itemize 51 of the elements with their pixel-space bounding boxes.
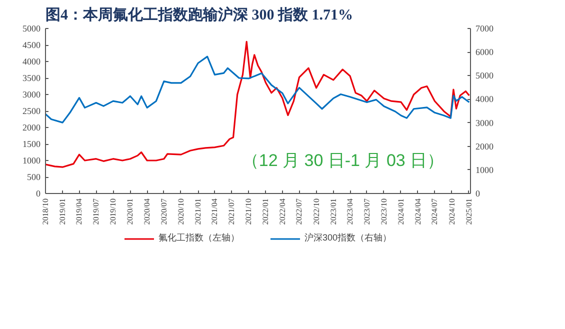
y-tick-label: 0 <box>36 188 41 198</box>
x-tick-label: 2019/07 <box>92 198 101 225</box>
y-tick-label: 3000 <box>22 90 41 100</box>
x-tick-label: 2022/01 <box>261 198 270 225</box>
y-tick-label: 3500 <box>22 73 41 83</box>
x-tick-label: 2021/10 <box>244 198 254 225</box>
y2-tick-label: 3000 <box>476 118 494 128</box>
y2-tick-label: 7000 <box>476 24 494 34</box>
y2-tick-label: 2000 <box>476 141 494 152</box>
x-tick-label: 2022/07 <box>294 198 304 225</box>
x-tick-label: 2021/07 <box>227 198 236 225</box>
x-tick-label: 2024/01 <box>396 198 406 225</box>
y2-tick-label: 4000 <box>476 94 494 104</box>
x-tick-label: 2021/04 <box>210 198 220 225</box>
annotation: （12 月 30 日-1 月 03 日） <box>242 151 444 170</box>
x-tick-label: 2024/04 <box>413 198 422 225</box>
y2-tick-label: 1000 <box>476 164 494 175</box>
y2-tick-label: 5000 <box>476 70 494 81</box>
y2-tick-label: 6000 <box>476 47 494 58</box>
x-tick-label: 2023/04 <box>346 198 355 225</box>
x-tick-label: 2020/04 <box>142 198 152 225</box>
line-series <box>46 56 470 124</box>
y-tick-label: 2500 <box>22 106 41 116</box>
y-tick-label: 500 <box>27 172 41 182</box>
legend-label: 沪深300指数（右轴） <box>304 232 392 244</box>
x-tick-label: 2023/10 <box>379 198 388 225</box>
x-tick-label: 2019/10 <box>108 198 118 225</box>
y-tick-label: 5000 <box>22 24 41 34</box>
legend-label: 氟化工指数（左轴） <box>158 232 240 244</box>
y-tick-label: 1000 <box>22 156 41 166</box>
y2-tick-label: 0 <box>476 188 480 198</box>
x-tick-label: 2020/07 <box>159 198 168 225</box>
y-tick-label: 1500 <box>22 139 41 149</box>
y-tick-label: 4000 <box>22 56 41 66</box>
line-series <box>46 40 470 168</box>
x-tick-label: 2022/04 <box>278 198 287 225</box>
x-tick-label: 2022/10 <box>312 198 321 225</box>
x-tick-label: 2023/01 <box>328 198 338 225</box>
y-tick-label: 2000 <box>22 122 41 132</box>
chart-title: 图4：本周氟化工指数跑输沪深 300 指数 1.71% <box>46 6 353 24</box>
x-tick-label: 2020/01 <box>126 198 135 225</box>
x-tick-label: 2021/01 <box>194 198 203 225</box>
x-tick-label: 2019/01 <box>58 198 68 225</box>
x-tick-label: 2019/04 <box>74 198 84 225</box>
x-tick-label: 2018/10 <box>41 198 50 225</box>
y-tick-label: 4500 <box>22 40 41 50</box>
x-tick-label: 2023/07 <box>362 198 372 225</box>
x-tick-label: 2024/10 <box>447 198 456 225</box>
x-tick-label: 2020/10 <box>176 198 186 225</box>
x-tick-label: 2025/01 <box>464 198 474 225</box>
x-tick-label: 2024/07 <box>430 198 440 225</box>
